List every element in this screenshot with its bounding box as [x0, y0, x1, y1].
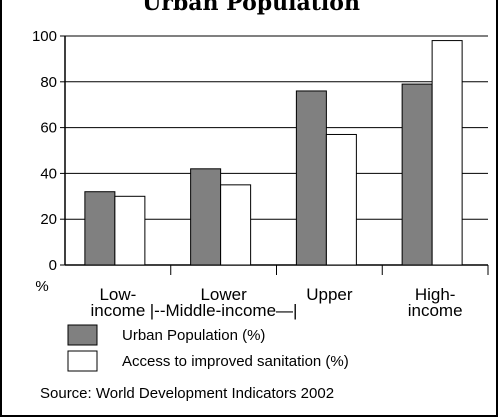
y-tick-label: 60: [40, 120, 57, 137]
category-label: income: [90, 301, 145, 320]
legend-swatch: [67, 324, 98, 346]
bar-urban-population: [295, 90, 327, 266]
bar-sanitation-access: [431, 40, 463, 266]
legend-label: Urban Population (%): [122, 327, 265, 344]
bar-urban-population: [190, 168, 222, 266]
legend-label: Access to improved sanitation (%): [122, 353, 349, 370]
legend-swatch: [67, 350, 98, 372]
y-tick-label: 20: [40, 211, 57, 228]
category-label: Lower: [200, 285, 247, 304]
y-tick-label: 0: [49, 257, 57, 274]
category-label: income: [408, 301, 463, 320]
category-label: Low-: [99, 285, 136, 304]
y-tick-label: 40: [40, 165, 57, 182]
y-tick-label: 100: [32, 28, 57, 45]
y-axis-label: %: [35, 278, 48, 295]
bar-sanitation-access: [114, 195, 146, 266]
bar-sanitation-access: [220, 184, 252, 266]
source-note: Source: World Development Indicators 200…: [40, 385, 334, 402]
category-label: |--Middle-income—|: [150, 301, 298, 320]
bar-urban-population: [84, 191, 116, 266]
category-label: High-: [415, 285, 456, 304]
y-tick-label: 80: [40, 74, 57, 91]
bar-sanitation-access: [325, 133, 357, 266]
bar-urban-population: [401, 83, 433, 266]
chart-title: Urban Population: [142, 0, 360, 16]
category-label: Upper: [306, 285, 353, 304]
